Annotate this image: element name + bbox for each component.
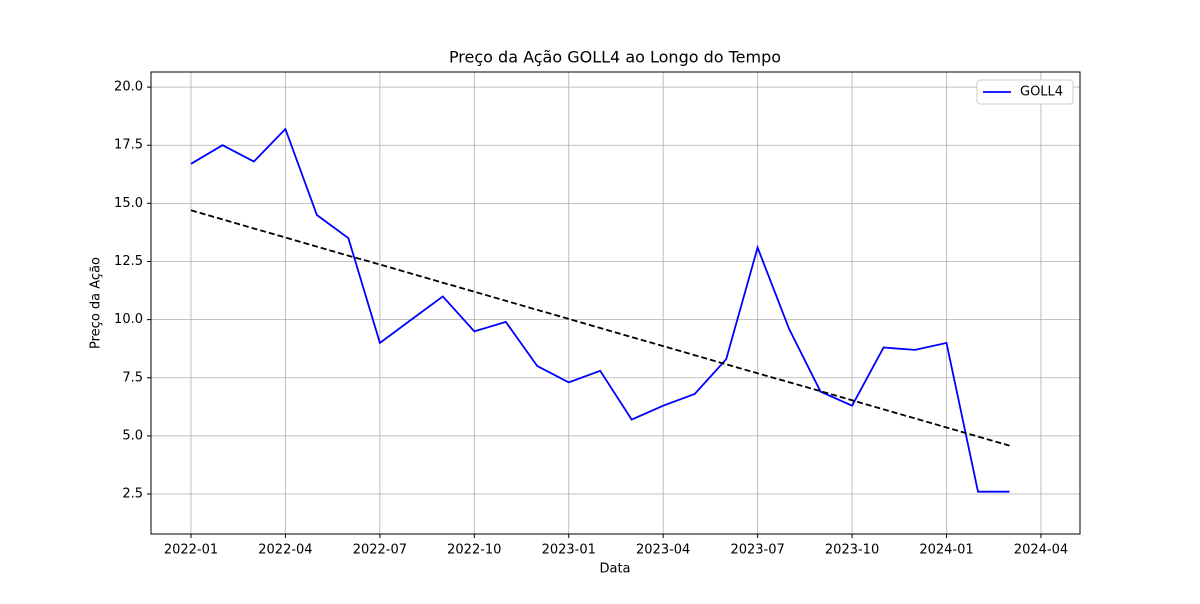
x-tick-label: 2024-01 — [919, 543, 973, 558]
y-tick-label: 12.5 — [114, 254, 143, 269]
x-tick-label: 2023-04 — [636, 543, 690, 558]
price-line — [190, 127, 1010, 493]
y-tick-label: 17.5 — [114, 138, 143, 153]
y-tick-label: 5.0 — [122, 428, 143, 443]
x-tick-label: 2022-01 — [164, 543, 218, 558]
plot-frame — [150, 71, 1081, 535]
y-tick-label: 2.5 — [122, 487, 143, 502]
x-tick-label: 2022-10 — [447, 543, 501, 558]
x-tick-label: 2024-04 — [1014, 543, 1068, 558]
x-tick-label: 2023-01 — [542, 543, 596, 558]
chart-title: Preço da Ação GOLL4 ao Longo do Tempo — [449, 48, 781, 67]
x-axis-label: Data — [599, 562, 630, 577]
y-axis-label: Preço da Ação — [89, 257, 104, 349]
y-tick-label: 10.0 — [114, 312, 143, 327]
y-tick-label: 7.5 — [122, 370, 143, 385]
legend-box — [976, 79, 1074, 105]
x-tick-label: 2022-07 — [353, 543, 407, 558]
x-tick-label: 2022-04 — [258, 543, 312, 558]
x-tick-label: 2023-10 — [825, 543, 879, 558]
y-tick-label: 15.0 — [114, 196, 143, 211]
y-tick-label: 20.0 — [114, 80, 143, 95]
trend-line — [190, 209, 1010, 447]
x-tick-label: 2023-07 — [730, 543, 784, 558]
legend-label: GOLL4 — [1020, 85, 1063, 100]
